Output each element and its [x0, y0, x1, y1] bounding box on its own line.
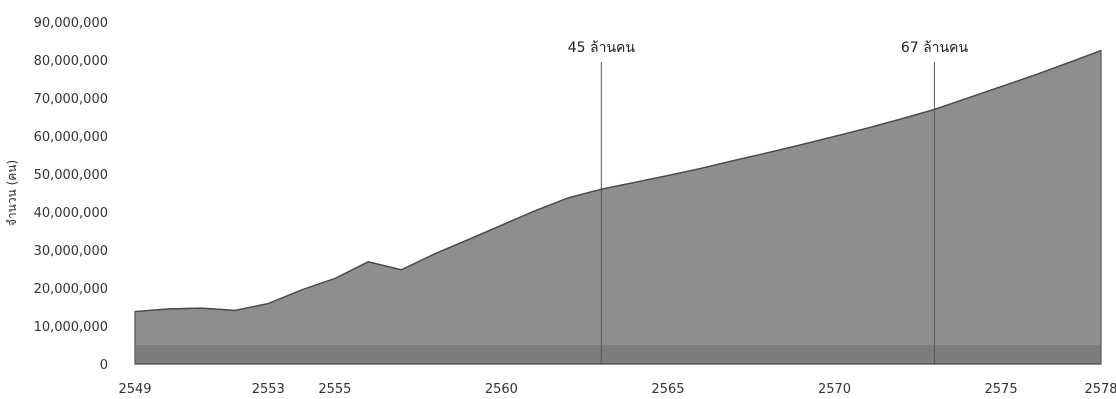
y-tick-label: 40,000,000: [34, 206, 108, 221]
x-tick-label: 2570: [818, 382, 851, 397]
y-tick-label: 80,000,000: [34, 54, 108, 69]
population-area: [134, 49, 1102, 365]
x-tick-label: 2565: [651, 382, 684, 397]
y-tick-label: 90,000,000: [34, 16, 108, 31]
x-tick-label: 2555: [318, 382, 351, 397]
x-tick-label: 2575: [985, 382, 1018, 397]
annotation-label: 45 ล้านคน: [568, 40, 636, 56]
x-axis-ticks: 2549 2553 2555 2560 2565 2570 2575 2578: [118, 382, 1116, 397]
y-tick-label: 0: [100, 358, 108, 373]
y-tick-label: 60,000,000: [34, 130, 108, 145]
x-tick-label: 2553: [252, 382, 285, 397]
y-tick-label: 30,000,000: [34, 244, 108, 259]
x-tick-label: 2549: [118, 382, 151, 397]
baseline-band: [135, 345, 1101, 364]
y-axis-title: จำนวน (คน): [5, 160, 19, 226]
area-layer: [134, 49, 1102, 365]
annotation-layer: 45 ล้านคน 67 ล้านคน: [568, 40, 969, 364]
x-tick-label: 2560: [485, 382, 518, 397]
y-tick-label: 50,000,000: [34, 168, 108, 183]
y-tick-label: 70,000,000: [34, 92, 108, 107]
y-tick-label: 10,000,000: [34, 320, 108, 335]
annotation-label: 67 ล้านคน: [901, 40, 969, 56]
y-tick-label: 20,000,000: [34, 282, 108, 297]
y-axis-label: จำนวน (คน): [5, 160, 19, 226]
y-axis-ticks: 0 10,000,000 20,000,000 30,000,000 40,000,00…: [34, 16, 108, 373]
series-line: [134, 49, 1102, 313]
x-tick-label: 2578: [1084, 382, 1116, 397]
